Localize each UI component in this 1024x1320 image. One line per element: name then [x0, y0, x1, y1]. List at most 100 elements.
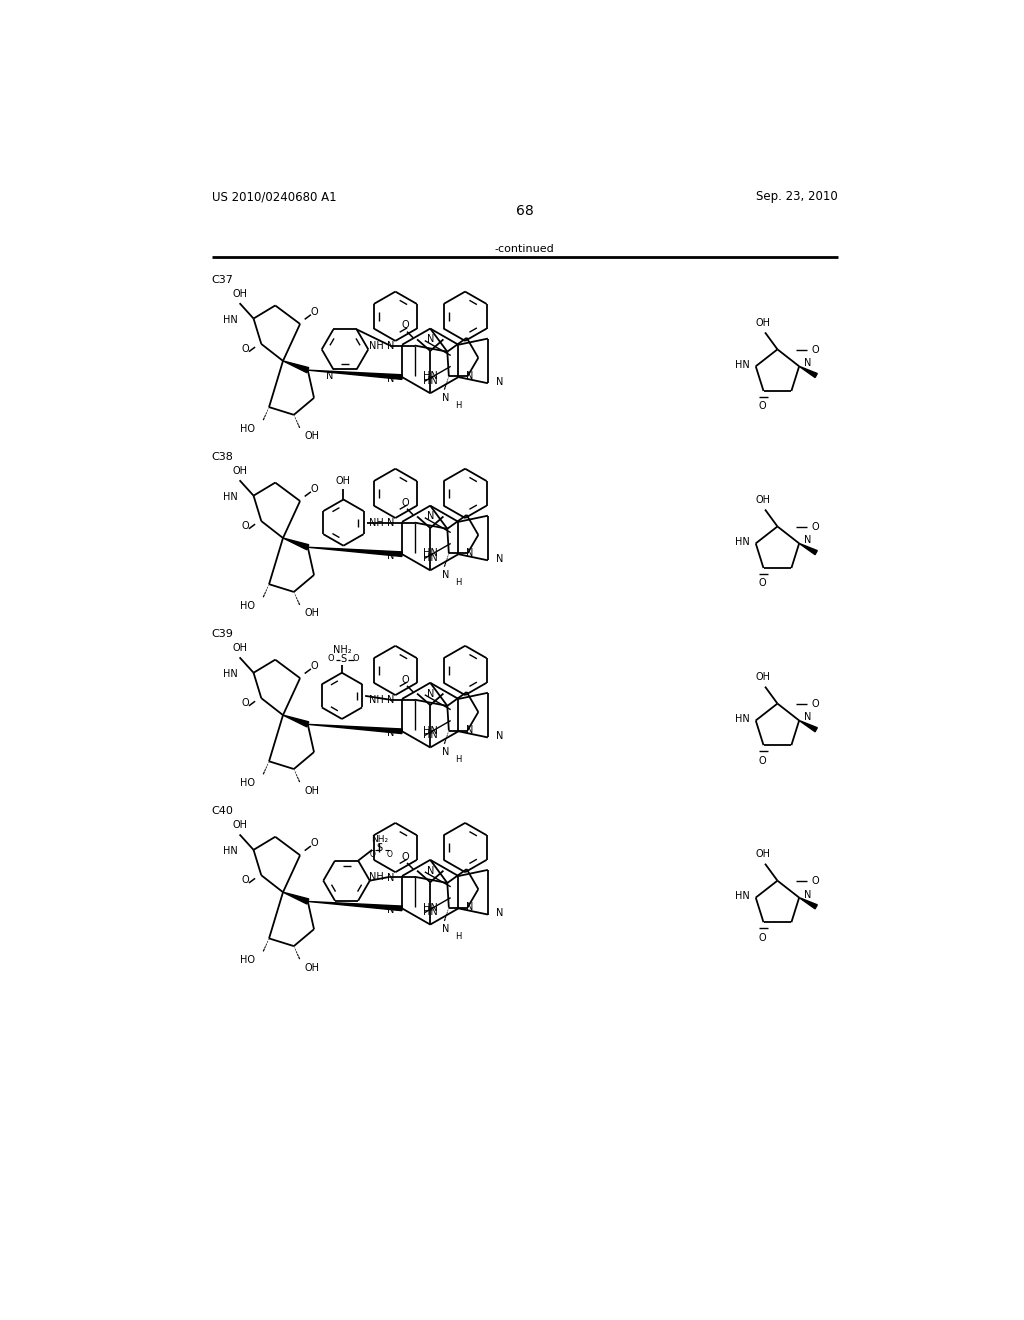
Text: -continued: -continued [495, 244, 555, 255]
Text: OH: OH [232, 643, 247, 653]
Text: HN: HN [423, 726, 437, 735]
Text: N: N [804, 713, 811, 722]
Text: O: O [242, 520, 250, 531]
Text: S: S [377, 843, 383, 853]
Text: N: N [466, 548, 473, 557]
Polygon shape [799, 721, 817, 731]
Text: HO: HO [240, 777, 255, 788]
Text: HN: HN [735, 360, 750, 370]
Text: OH: OH [756, 318, 771, 329]
Text: N: N [804, 890, 811, 899]
Polygon shape [283, 715, 309, 727]
Text: NH: NH [369, 517, 384, 528]
Text: OH: OH [756, 672, 771, 682]
Text: OH: OH [305, 432, 319, 441]
Text: 68: 68 [516, 203, 534, 218]
Text: C37: C37 [212, 275, 233, 285]
Text: US 2010/0240680 A1: US 2010/0240680 A1 [212, 190, 336, 203]
Text: HN: HN [423, 553, 437, 564]
Text: N: N [442, 570, 450, 579]
Text: N: N [496, 376, 503, 387]
Text: HN: HN [223, 492, 238, 502]
Text: HN: HN [423, 548, 437, 558]
Text: O: O [812, 345, 819, 355]
Text: C40: C40 [212, 807, 233, 816]
Text: O: O [242, 875, 250, 884]
Text: O: O [812, 700, 819, 709]
Text: N: N [427, 689, 434, 698]
Text: O: O [758, 578, 766, 589]
Text: OH: OH [305, 609, 319, 619]
Text: N: N [804, 358, 811, 368]
Text: N: N [496, 554, 503, 564]
Text: O: O [328, 655, 335, 664]
Text: OH: OH [305, 962, 319, 973]
Text: HO: HO [240, 954, 255, 965]
Text: HN: HN [223, 315, 238, 325]
Text: O: O [352, 655, 359, 664]
Text: O: O [758, 933, 766, 942]
Text: OH: OH [232, 466, 247, 477]
Text: O: O [812, 523, 819, 532]
Text: H: H [455, 932, 462, 941]
Text: N: N [326, 371, 333, 381]
Text: N: N [804, 536, 811, 545]
Text: HN: HN [223, 846, 238, 857]
Polygon shape [283, 892, 309, 904]
Text: N: N [387, 374, 394, 384]
Text: OH: OH [756, 850, 771, 859]
Text: O: O [242, 698, 250, 708]
Text: HN: HN [423, 730, 437, 741]
Text: NH: NH [369, 341, 384, 351]
Text: C39: C39 [212, 630, 233, 639]
Text: H: H [455, 401, 462, 411]
Text: HN: HN [735, 714, 750, 723]
Text: O: O [310, 661, 317, 671]
Polygon shape [283, 539, 309, 549]
Text: C38: C38 [212, 453, 233, 462]
Text: O: O [310, 838, 317, 847]
Text: N: N [427, 866, 434, 875]
Text: NH: NH [369, 694, 384, 705]
Text: O: O [370, 850, 375, 859]
Text: O: O [401, 498, 410, 508]
Text: HN: HN [423, 371, 437, 381]
Text: O: O [758, 755, 766, 766]
Text: N: N [466, 725, 473, 735]
Text: O: O [242, 343, 250, 354]
Text: N: N [387, 696, 394, 705]
Text: S: S [340, 653, 346, 664]
Text: N: N [387, 550, 394, 561]
Text: O: O [401, 675, 410, 685]
Text: O: O [310, 483, 317, 494]
Text: N: N [387, 519, 394, 528]
Text: N: N [496, 731, 503, 741]
Text: NH₂: NH₂ [372, 834, 388, 843]
Text: HN: HN [735, 537, 750, 546]
Text: O: O [812, 876, 819, 887]
Text: N: N [427, 511, 434, 521]
Text: H: H [455, 578, 462, 587]
Text: N: N [442, 393, 450, 403]
Text: NH: NH [369, 871, 384, 882]
Text: O: O [758, 401, 766, 412]
Polygon shape [308, 725, 402, 734]
Text: OH: OH [232, 820, 247, 830]
Text: N: N [442, 924, 450, 935]
Text: N: N [387, 906, 394, 915]
Polygon shape [308, 370, 402, 379]
Text: Sep. 23, 2010: Sep. 23, 2010 [756, 190, 838, 203]
Text: HN: HN [735, 891, 750, 902]
Polygon shape [308, 548, 402, 557]
Text: OH: OH [756, 495, 771, 506]
Polygon shape [799, 898, 817, 909]
Text: O: O [401, 321, 410, 330]
Text: N: N [496, 908, 503, 917]
Text: O: O [310, 306, 317, 317]
Text: HN: HN [423, 907, 437, 917]
Text: OH: OH [336, 477, 351, 486]
Text: N: N [387, 873, 394, 883]
Text: NH₂: NH₂ [333, 644, 351, 655]
Text: O: O [401, 851, 410, 862]
Text: HN: HN [423, 903, 437, 912]
